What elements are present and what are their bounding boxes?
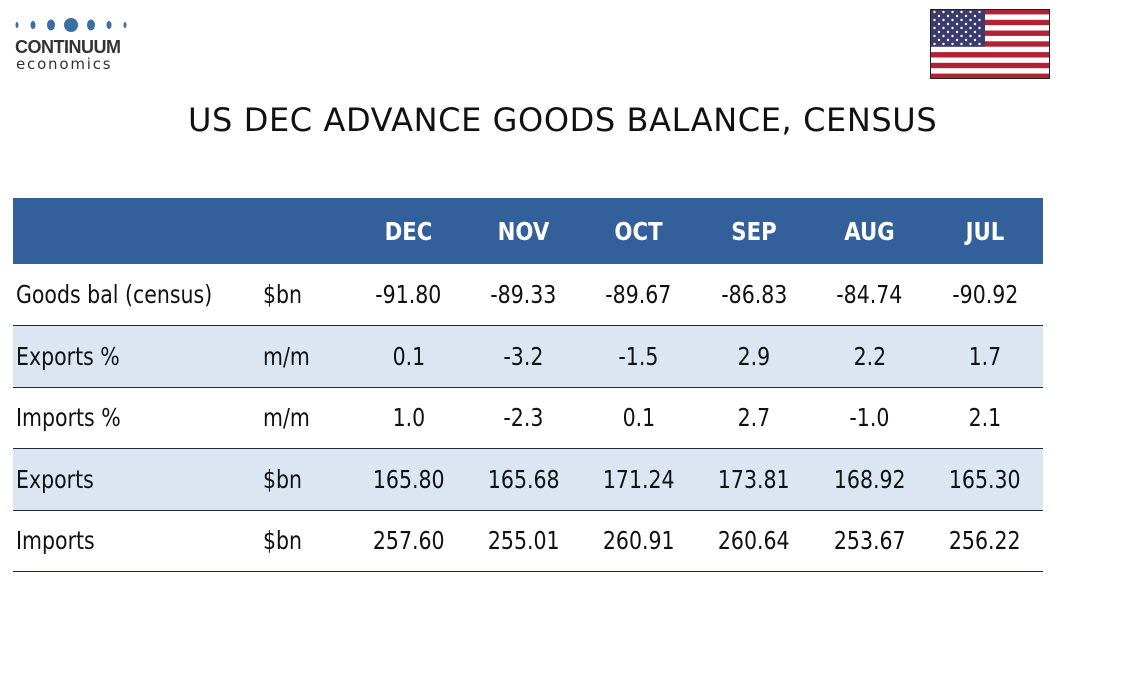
cell-value: 2.7: [737, 403, 771, 433]
cell-value: 255.01: [487, 526, 560, 556]
cell-value: -1.5: [618, 341, 659, 371]
cell-value: 165.68: [487, 464, 560, 494]
cell-value: -90.92: [951, 280, 1019, 309]
table-header-row: DEC NOV OCT SEP AUG JUL: [13, 198, 1043, 264]
cell-value: 2.1: [968, 403, 1002, 433]
cell-value: -89.67: [605, 280, 672, 309]
cell-value: 168.92: [833, 464, 906, 494]
cell-value: 260.91: [602, 526, 675, 556]
cell-value: -89.33: [490, 280, 557, 309]
header-nov: NOV: [497, 216, 550, 246]
cell-value: 2.2: [853, 341, 886, 371]
cell-value: 165.30: [949, 464, 1021, 494]
continuum-logo: CONTINUUM economics: [14, 16, 134, 72]
cell-value: 256.22: [949, 526, 1021, 556]
row-label: Exports %: [16, 341, 120, 371]
cell-value: -1.0: [849, 403, 890, 433]
header-jul: JUL: [965, 216, 1005, 246]
table-row: Exports % m/m 0.1 -3.2 -1.5 2.9 2.2 1.7: [13, 325, 1043, 387]
header-oct: OCT: [614, 216, 663, 246]
header-sep: SEP: [731, 216, 777, 246]
row-unit: $bn: [263, 280, 303, 309]
cell-value: -91.80: [375, 280, 442, 309]
cell-value: -86.83: [720, 280, 788, 309]
table-row: Goods bal (census) $bn -91.80 -89.33 -89…: [13, 264, 1043, 326]
table-row: Imports % m/m 1.0 -2.3 0.1 2.7 -1.0 2.1: [13, 387, 1043, 449]
row-label: Imports: [16, 526, 95, 556]
cell-value: -84.74: [836, 280, 903, 309]
cell-value: 0.1: [392, 341, 425, 371]
data-table: DEC NOV OCT SEP AUG JUL Goods bal (censu…: [13, 198, 1043, 572]
cell-value: 2.9: [737, 341, 771, 371]
cell-value: 165.80: [372, 464, 445, 494]
header-unit: [270, 198, 345, 264]
cell-value: -2.3: [503, 403, 544, 433]
row-unit: $bn: [263, 526, 303, 556]
logo-dots-icon: [15, 18, 127, 32]
row-unit: $bn: [263, 464, 303, 494]
table-row: Imports $bn 257.60 255.01 260.91 260.64 …: [13, 510, 1043, 572]
cell-value: 0.1: [622, 403, 655, 433]
row-unit: m/m: [263, 403, 310, 433]
cell-value: 253.67: [833, 526, 906, 556]
table-row: Exports $bn 165.80 165.68 171.24 173.81 …: [13, 448, 1043, 510]
cell-value: 171.24: [602, 464, 675, 494]
cell-value: 173.81: [718, 464, 790, 494]
cell-value: 260.64: [718, 526, 790, 556]
row-unit: m/m: [263, 341, 310, 371]
header-aug: AUG: [844, 216, 895, 246]
page-title: US DEC ADVANCE GOODS BALANCE, CENSUS: [188, 101, 938, 139]
row-label: Imports %: [16, 403, 121, 433]
cell-value: 1.7: [968, 341, 1002, 371]
cell-value: 257.60: [372, 526, 445, 556]
header-dec: DEC: [384, 216, 433, 246]
cell-value: 1.0: [392, 403, 425, 433]
logo-subtitle: economics: [16, 55, 113, 73]
logo-name: CONTINUUM: [15, 37, 121, 57]
row-label: Exports: [16, 464, 94, 494]
cell-value: -3.2: [503, 341, 544, 371]
row-label: Goods bal (census): [16, 280, 213, 309]
header-label: [32, 198, 245, 264]
us-flag-icon: [930, 9, 1050, 79]
